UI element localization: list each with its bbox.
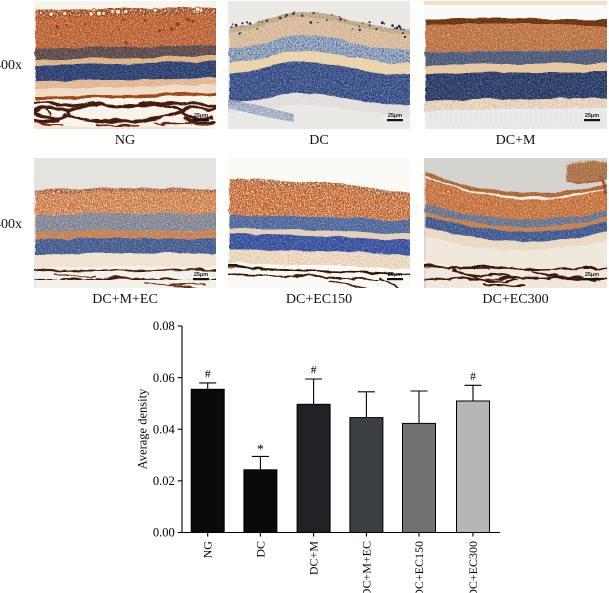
svg-text:25μm: 25μm (194, 272, 208, 278)
svg-text:0.00: 0.00 (153, 526, 175, 540)
svg-text:NG: NG (201, 541, 215, 559)
svg-text:25μm: 25μm (388, 113, 402, 119)
svg-text:#: # (470, 371, 476, 383)
svg-text:25μm: 25μm (585, 272, 599, 278)
svg-text:0.02: 0.02 (153, 474, 175, 488)
svg-text:DC+M: DC+M (307, 541, 321, 575)
svg-text:#: # (311, 365, 317, 377)
svg-text:25μm: 25μm (388, 272, 402, 278)
svg-text:DC+EC150: DC+EC150 (412, 541, 426, 593)
svg-text:25μm: 25μm (585, 113, 599, 119)
svg-text:Average density: Average density (136, 388, 150, 469)
svg-text:25μm: 25μm (194, 113, 208, 119)
svg-text:DC+EC300: DC+EC300 (466, 541, 480, 593)
svg-text:0.06: 0.06 (153, 371, 175, 385)
svg-text:DC+M+EC: DC+M+EC (359, 541, 373, 593)
svg-text:DC: DC (253, 541, 267, 558)
svg-text:#: # (205, 368, 211, 380)
svg-text:*: * (257, 442, 264, 457)
svg-text:0.04: 0.04 (153, 422, 176, 436)
svg-text:0.08: 0.08 (153, 319, 175, 333)
